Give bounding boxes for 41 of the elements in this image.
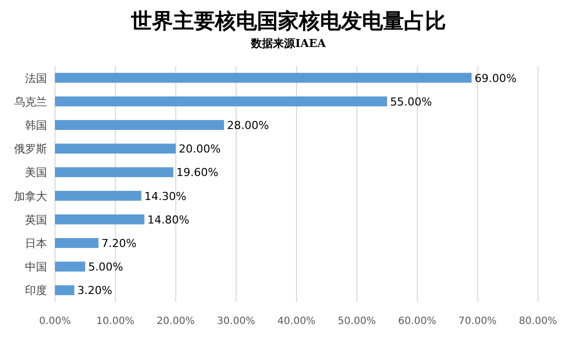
chart-subtitle: 数据来源IAEA [250,37,326,50]
bar [55,144,176,154]
data-label: 7.20% [101,237,136,250]
bar [55,190,142,201]
data-label: 14.30% [144,190,186,203]
bar [55,262,86,272]
data-label: 14.80% [147,213,190,226]
bar [55,72,472,83]
bar [55,238,98,248]
y-tick-label: 日本 [25,237,47,250]
x-tick-label: 60.00% [398,316,436,327]
y-tick-label: 法国 [25,72,47,85]
data-label: 20.00% [178,142,221,156]
y-tick-label: 俄罗斯 [14,142,47,156]
bar [55,285,74,296]
y-tick-label: 加拿大 [14,190,47,203]
x-tick-label: 0.00% [39,316,71,327]
bar [55,214,144,224]
data-label: 28.00% [227,119,270,132]
y-tick-label: 美国 [25,166,47,180]
x-tick-label: 40.00% [277,316,316,327]
y-tick-label: 印度 [25,284,47,298]
data-label: 55.00% [390,95,432,108]
data-label: 19.60% [176,166,218,180]
x-tick-label: 70.00% [458,316,497,327]
x-tick-label: 50.00% [338,316,376,327]
y-tick-label: 英国 [25,213,47,226]
chart-title: 世界主要核电国家核电发电量占比 [130,8,446,33]
y-tick-label: 乌克兰 [14,95,47,108]
bar [55,167,174,178]
data-label: 5.00% [88,260,124,274]
x-tick-label: 30.00% [217,316,256,327]
x-tick-label: 20.00% [156,316,195,327]
bar [55,96,388,106]
x-tick-label: 80.00% [518,316,558,327]
y-tick-label: 韩国 [25,119,47,132]
y-tick-label: 中国 [25,260,47,274]
x-tick-label: 10.00% [96,316,134,327]
bar [55,120,224,130]
data-label: 3.20% [77,284,112,298]
data-label: 69.00% [474,72,517,85]
